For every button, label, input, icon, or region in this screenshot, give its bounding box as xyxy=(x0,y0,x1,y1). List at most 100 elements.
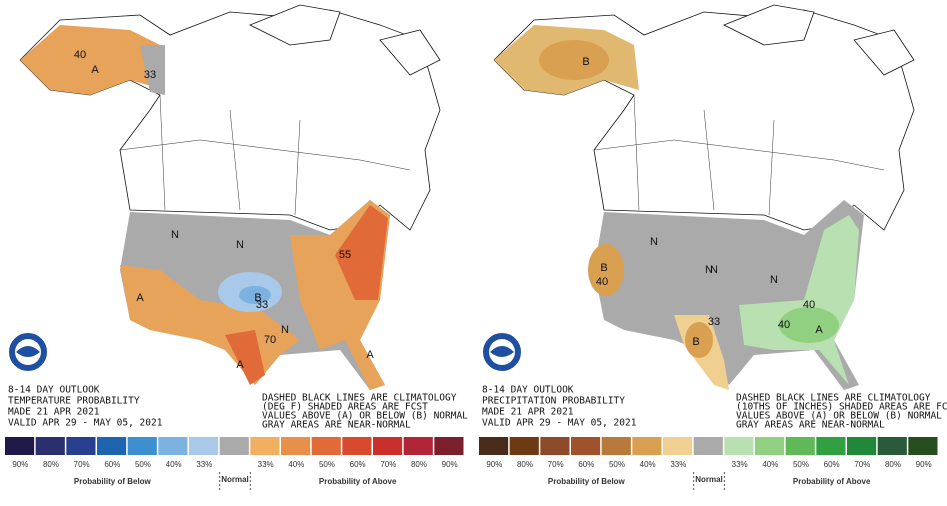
title-line: VALID APR 29 - MAY 05, 2021 xyxy=(482,418,637,429)
legend-swatch xyxy=(755,437,785,455)
legend-label: 60% xyxy=(104,460,120,469)
normal-label: Normal xyxy=(221,475,249,484)
legend-label: 90% xyxy=(12,460,28,469)
title-line: 8-14 DAY OUTLOOK xyxy=(8,385,100,396)
legend-label: 70% xyxy=(74,460,90,469)
tx-above xyxy=(225,330,265,385)
legend-swatch xyxy=(66,437,96,455)
map-label: B xyxy=(600,262,607,274)
legend-label: 80% xyxy=(517,460,533,469)
map-label: N xyxy=(770,274,778,286)
legend-label: 60% xyxy=(350,460,366,469)
legend-label: 33% xyxy=(196,460,212,469)
west-below xyxy=(588,244,624,296)
legend-label: 70% xyxy=(854,460,870,469)
legend-swatch xyxy=(281,437,311,455)
legend-swatch xyxy=(342,437,372,455)
map-label: 40 xyxy=(74,49,86,61)
legend-label: 40% xyxy=(640,460,656,469)
note-line: (DEG F) SHADED AREAS ARE FCST xyxy=(262,402,428,413)
map-label: 33 xyxy=(708,316,720,328)
legend-label: 60% xyxy=(578,460,594,469)
title-line: MADE 21 APR 2021 xyxy=(8,407,100,418)
legend-swatch xyxy=(693,437,723,455)
legend-label: 90% xyxy=(486,460,502,469)
legend-label: 33% xyxy=(732,460,748,469)
legend-swatch xyxy=(189,437,219,455)
legend-swatch xyxy=(571,437,601,455)
map-label: 40 xyxy=(596,276,608,288)
map-label: N xyxy=(710,264,718,276)
legend-swatch xyxy=(5,437,35,455)
legend-swatch xyxy=(601,437,631,455)
map-label: 33 xyxy=(256,299,268,311)
noaa-logo-bird xyxy=(16,346,40,357)
legend-swatch xyxy=(785,437,815,455)
tx-core xyxy=(685,322,713,358)
below-label: Probability of Below xyxy=(74,477,152,486)
map-label: 33 xyxy=(144,69,156,81)
legend-swatch xyxy=(127,437,157,455)
map-label: A xyxy=(366,349,374,361)
map-label: 40 xyxy=(778,319,790,331)
legend-label: 80% xyxy=(885,460,901,469)
ne-above xyxy=(335,205,388,300)
legend-swatch xyxy=(219,437,249,455)
legend-label: 40% xyxy=(166,460,182,469)
legend-swatch xyxy=(250,437,280,455)
legend-label: 70% xyxy=(548,460,564,469)
map-label: A xyxy=(815,324,823,336)
legend-swatch xyxy=(158,437,188,455)
above-label: Probability of Above xyxy=(793,477,871,486)
legend-label: 33% xyxy=(258,460,274,469)
legend-swatch xyxy=(877,437,907,455)
title-line: PRECIPITATION PROBABILITY xyxy=(482,396,625,407)
legend-swatch xyxy=(373,437,403,455)
note-line: VALUES ABOVE (A) OR BELOW (B) NORMAL xyxy=(736,411,942,422)
map-label: A xyxy=(136,292,144,304)
legend-swatch xyxy=(403,437,433,455)
title-line: MADE 21 APR 2021 xyxy=(482,407,574,418)
map-label: N xyxy=(281,324,289,336)
legend-swatch xyxy=(311,437,341,455)
plains-below-core xyxy=(239,286,271,304)
legend-swatch xyxy=(724,437,754,455)
map-label: A xyxy=(91,64,99,76)
noaa-logo-bird xyxy=(490,346,514,357)
map-label: N xyxy=(650,236,658,248)
legend-label: 50% xyxy=(793,460,809,469)
map-label: N xyxy=(171,229,179,241)
map-label: B xyxy=(254,292,261,304)
map-label: B xyxy=(582,56,589,68)
note-line: DASHED BLACK LINES ARE CLIMATOLOGY xyxy=(262,393,457,404)
above-label: Probability of Above xyxy=(319,477,397,486)
legend-label: 40% xyxy=(762,460,778,469)
legend-label: 80% xyxy=(43,460,59,469)
map-label: 40 xyxy=(803,299,815,311)
map-label: 70 xyxy=(264,334,276,346)
legend-swatch xyxy=(632,437,662,455)
title-line: VALID APR 29 - MAY 05, 2021 xyxy=(8,418,163,429)
legend-label: 60% xyxy=(824,460,840,469)
legend-swatch xyxy=(35,437,65,455)
legend-swatch xyxy=(509,437,539,455)
legend-label: 50% xyxy=(609,460,625,469)
alaska-shade xyxy=(20,25,165,95)
note-line: DASHED BLACK LINES ARE CLIMATOLOGY xyxy=(736,393,931,404)
alaska-normal xyxy=(140,45,165,95)
legend-swatch xyxy=(816,437,846,455)
note-line: (10THS OF INCHES) SHADED AREAS ARE FCST xyxy=(736,402,947,413)
legend-label: 90% xyxy=(442,460,458,469)
map-label: 55 xyxy=(339,249,351,261)
legend-label: 40% xyxy=(288,460,304,469)
map-label: B xyxy=(692,336,699,348)
alaska-core xyxy=(539,40,609,80)
note-line: GRAY AREAS ARE NEAR-NORMAL xyxy=(262,420,411,431)
map-label: N xyxy=(236,239,244,251)
legend-swatch xyxy=(663,437,693,455)
legend-swatch xyxy=(847,437,877,455)
legend-swatch xyxy=(908,437,938,455)
legend-label: 90% xyxy=(916,460,932,469)
